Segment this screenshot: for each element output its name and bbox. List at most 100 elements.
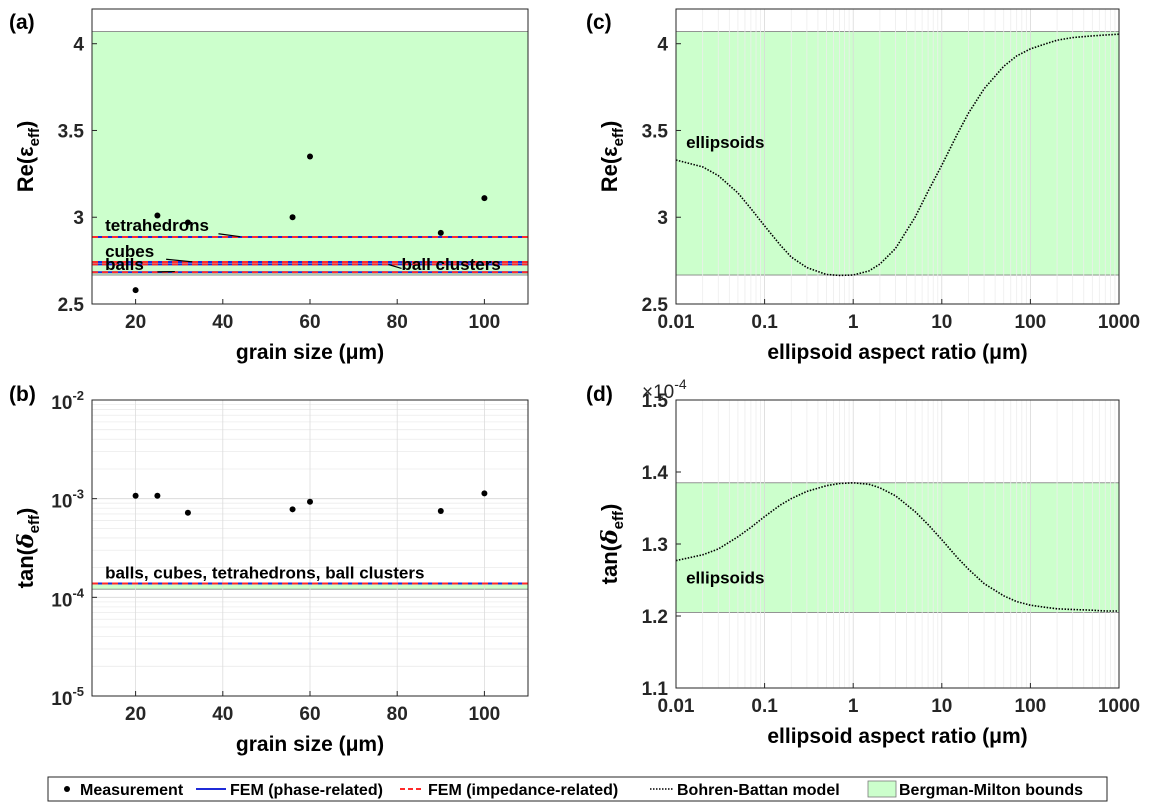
annotation-leader (388, 264, 402, 270)
measurement-point (184, 219, 191, 226)
x-tick-label: 10 (931, 312, 952, 333)
x-tick-label: 0.01 (658, 312, 695, 333)
legend-label: Bohren-Battan model (677, 782, 840, 799)
measurement-point (481, 195, 488, 202)
x-tick-label: 100 (1015, 312, 1047, 333)
legend-symbol-dot (64, 786, 70, 792)
panel-d: ellipsoids 0.01 0.1 1 10 100 1000 1.1 1.2 1.3 1.4 1… (586, 376, 1140, 748)
measurement-point (154, 492, 161, 499)
y-tick-label: 4 (73, 35, 84, 56)
annotation-label: tetrahedrons (105, 216, 209, 235)
annotation-label: balls (105, 255, 144, 274)
legend: Measurement FEM (phase-related) FEM (imped… (47, 776, 1108, 802)
measurement-point (307, 498, 313, 505)
x-tick-label: 40 (212, 704, 233, 725)
annotation-leader (166, 258, 193, 263)
bounds-region (676, 482, 1119, 613)
y-scale-factor-exponent: -4 (674, 376, 687, 392)
annotation-label: cubes (105, 242, 154, 261)
y-label-main: Re(ε (13, 146, 38, 192)
x-tick-label: 20 (125, 704, 146, 725)
x-tick-label: 100 (469, 704, 501, 725)
measurement-point (154, 212, 161, 219)
x-axis-label: ellipsoid aspect ratio (μm) (767, 341, 1027, 364)
panel-c: ellipsoids 0.01 0.1 1 10 100 1000 2.5 3 3.5 4 ellip… (586, 8, 1140, 364)
measurement-point (307, 153, 313, 160)
y-scale-factor-base: ×10 (642, 382, 674, 403)
measurement-point (184, 509, 191, 516)
y-label-subscript: eff (610, 127, 627, 146)
y-scale-factor: ×10-4 (642, 376, 687, 403)
measurement-point (289, 506, 296, 513)
panel-tag: (a) (9, 11, 35, 34)
y-label-subscript: eff (26, 514, 43, 533)
legend-symbol-patch (867, 780, 897, 798)
legend-label: Measurement (80, 782, 184, 799)
y-tick-base: 10 (51, 393, 72, 414)
y-tick-label: 1.5 (642, 391, 669, 412)
y-tick-exponent: -4 (72, 585, 84, 600)
legend-label: FEM (impedance-related) (428, 782, 618, 799)
y-tick-label: 1.4 (642, 463, 669, 484)
legend-label: FEM (phase-related) (230, 782, 383, 799)
y-tick-label: 4 (657, 35, 668, 56)
y-label-greek: δ (597, 529, 623, 545)
y-tick-label: 2.5 (642, 295, 669, 316)
y-tick-base: 10 (51, 492, 72, 513)
x-tick-label: 100 (469, 312, 501, 333)
legend-label: Bergman-Milton bounds (899, 782, 1083, 799)
y-tick-label: 10-5 (51, 684, 84, 710)
x-axis-label: ellipsoid aspect ratio (μm) (767, 725, 1027, 748)
x-tick-label: 80 (387, 704, 408, 725)
plot-content (676, 400, 1119, 688)
y-tick-label: 1.1 (642, 679, 669, 700)
y-tick-label: 1.3 (642, 535, 668, 556)
y-label-main: tan( (13, 547, 38, 588)
annotation-label: ellipsoids (686, 133, 764, 152)
y-tick-base: 10 (51, 590, 72, 611)
measurement-point (481, 490, 488, 497)
y-label-tail: ) (13, 121, 38, 128)
annotation-label: balls, cubes, tetrahedrons, ball cluster… (105, 564, 424, 583)
y-label-tail: ) (597, 121, 622, 128)
plot-content (92, 31, 528, 294)
x-tick-label: 1000 (1098, 696, 1140, 717)
annotation-label: ball clusters (402, 255, 501, 274)
y-label-subscript: eff (26, 127, 43, 146)
plot-content (92, 400, 528, 696)
panel-tag: (d) (586, 383, 613, 406)
x-tick-label: 60 (299, 704, 320, 725)
y-tick-base: 10 (51, 689, 72, 710)
y-tick-exponent: -5 (72, 684, 84, 699)
axes-box (675, 8, 1120, 305)
x-axis-label: grain size (μm) (236, 733, 384, 756)
y-label-tail: ) (597, 504, 622, 511)
y-axis-label: Re(εeff) (13, 121, 43, 193)
y-tick-label: 10-2 (51, 388, 84, 414)
bohren-battan-curve (676, 481, 1119, 612)
annotation-label: ellipsoids (686, 569, 764, 588)
x-tick-label: 1 (848, 312, 859, 333)
measurement-point (437, 229, 444, 236)
x-axis-label: grain size (μm) (236, 341, 384, 364)
panel-tag: (b) (9, 383, 36, 406)
x-tick-label: 10 (931, 696, 952, 717)
x-tick-label: 20 (125, 312, 146, 333)
y-label-main: tan( (597, 543, 622, 584)
y-axis-label: tan(δeff) (597, 504, 627, 585)
y-tick-label: 3 (657, 208, 668, 229)
y-tick-label: 3.5 (642, 121, 669, 142)
x-tick-label: 0.1 (751, 312, 778, 333)
x-tick-label: 0.1 (751, 696, 778, 717)
y-label-greek: δ (13, 533, 39, 549)
panel-b: balls, cubes, tetrahedrons, ball cluster… (9, 383, 529, 756)
measurement-point (132, 287, 139, 294)
measurement-point (132, 492, 139, 499)
x-tick-label: 60 (299, 312, 320, 333)
y-label-subscript: eff (610, 510, 627, 529)
bounds-region (676, 31, 1119, 276)
y-tick-label: 2.5 (58, 295, 85, 316)
y-tick-exponent: -2 (72, 388, 84, 403)
x-tick-label: 40 (212, 312, 233, 333)
